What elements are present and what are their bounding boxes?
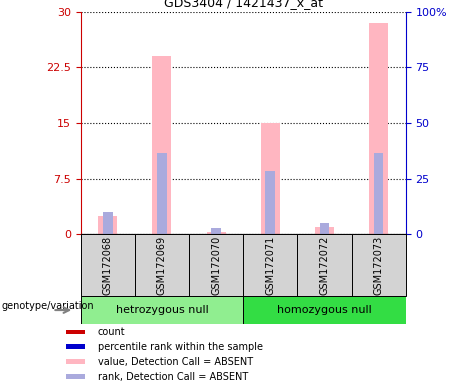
Title: GDS3404 / 1421437_x_at: GDS3404 / 1421437_x_at	[164, 0, 323, 9]
Bar	[243, 234, 297, 296]
Text: percentile rank within the sample: percentile rank within the sample	[98, 342, 263, 352]
Text: GSM172070: GSM172070	[211, 235, 221, 295]
Bar	[81, 234, 135, 296]
Bar	[266, 171, 275, 234]
Bar	[261, 123, 280, 234]
Bar	[65, 344, 85, 349]
Text: value, Detection Call = ABSENT: value, Detection Call = ABSENT	[98, 357, 253, 367]
Text: count: count	[98, 327, 125, 337]
Bar	[207, 232, 225, 234]
Bar	[315, 227, 334, 234]
Bar	[98, 216, 117, 234]
Bar	[189, 234, 243, 296]
Bar	[65, 329, 85, 334]
Bar	[153, 56, 171, 234]
Text: GSM172068: GSM172068	[103, 235, 113, 295]
Bar	[103, 212, 112, 234]
Bar	[243, 296, 406, 324]
Bar	[297, 234, 352, 296]
Bar	[65, 374, 85, 379]
Text: homozygous null: homozygous null	[277, 305, 372, 315]
Text: genotype/variation: genotype/variation	[1, 301, 94, 311]
Bar	[81, 296, 243, 324]
Text: hetrozygous null: hetrozygous null	[116, 305, 208, 315]
Bar	[369, 23, 388, 234]
Text: GSM172073: GSM172073	[373, 235, 384, 295]
Bar	[374, 152, 384, 234]
Bar	[135, 234, 189, 296]
Text: rank, Detection Call = ABSENT: rank, Detection Call = ABSENT	[98, 372, 248, 382]
Bar	[319, 223, 329, 234]
Text: GSM172071: GSM172071	[265, 235, 275, 295]
Bar	[211, 228, 221, 234]
Bar	[65, 359, 85, 364]
Text: GSM172072: GSM172072	[319, 235, 330, 295]
Text: GSM172069: GSM172069	[157, 235, 167, 295]
Bar	[157, 152, 167, 234]
Bar	[352, 234, 406, 296]
